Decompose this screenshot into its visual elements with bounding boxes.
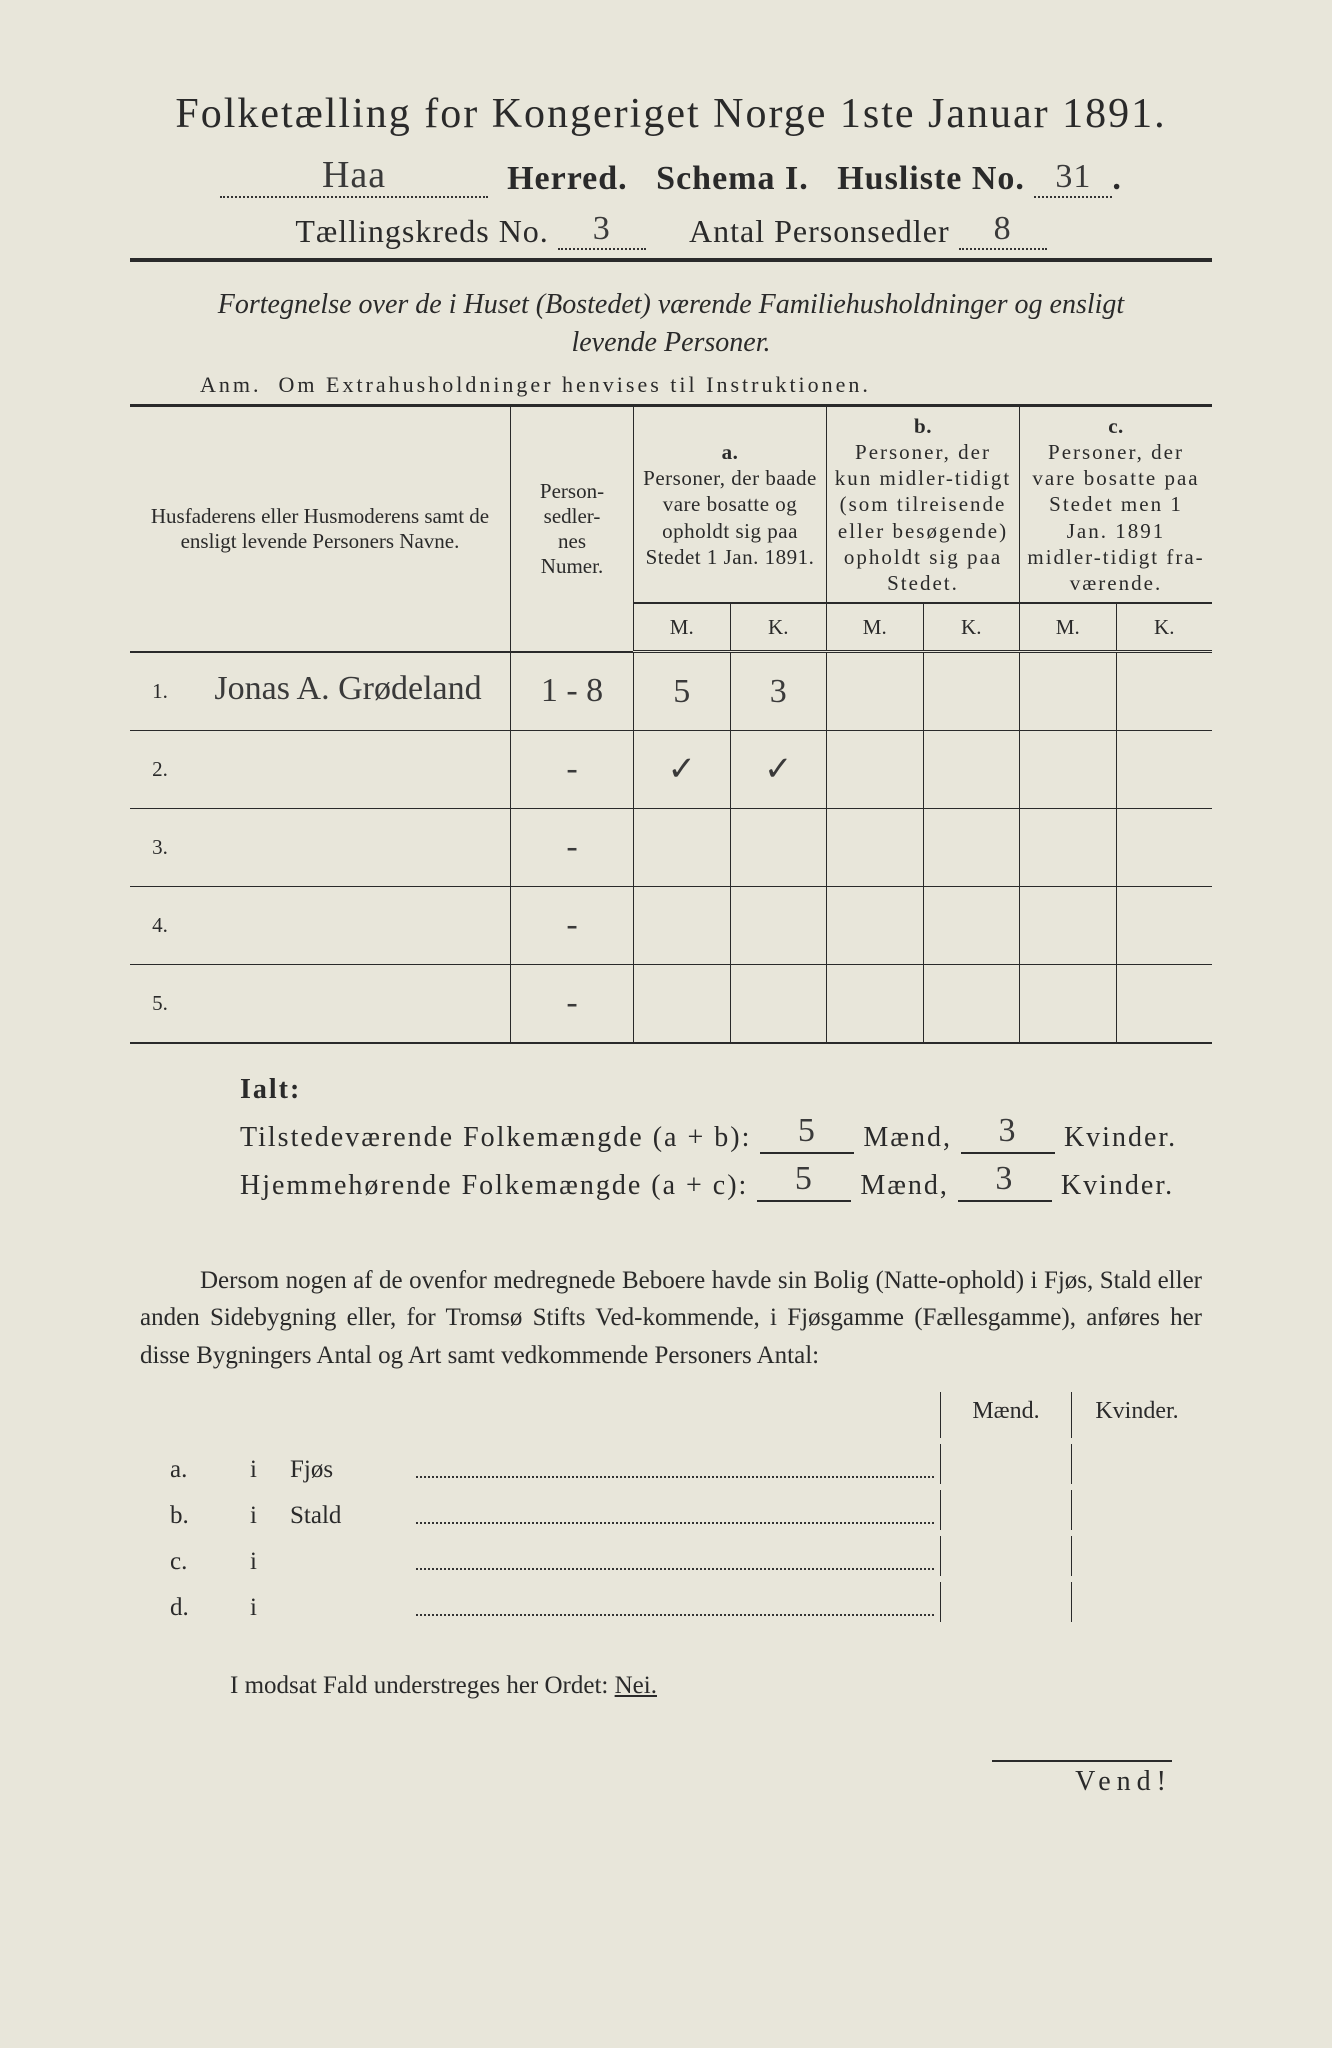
outb-head-k: Kvinder.	[1071, 1392, 1202, 1438]
col-c-k: K.	[1116, 603, 1212, 652]
main-table: Husfaderens eller Husmoderens samt de en…	[130, 407, 1212, 1042]
col-b-m: M.	[827, 603, 924, 652]
modsat-text: I modsat Fald understreges her Ordet:	[230, 1672, 615, 1699]
anm-line: Anm. Om Extrahusholdninger henvises til …	[200, 372, 1212, 398]
rule-1	[130, 258, 1212, 262]
census-form-page: Folketælling for Kongeriget Norge 1ste J…	[0, 0, 1332, 2048]
modsat-nei: Nei.	[615, 1672, 657, 1699]
schema-label: Schema I.	[656, 160, 809, 197]
maend-label-1: Mænd,	[863, 1122, 952, 1153]
header-line-2: Tællingskreds No. 3 Antal Personsedler 8	[130, 212, 1212, 250]
col-c-m: M.	[1020, 603, 1117, 652]
table-row: 4.-	[130, 886, 1212, 964]
kvinder-label-1: Kvinder.	[1064, 1122, 1177, 1153]
kreds-label: Tællingskreds No.	[295, 213, 548, 249]
vend-label: Vend!	[992, 1760, 1172, 1798]
antal-value: 8	[994, 212, 1012, 246]
outb-head-m: Mænd.	[940, 1392, 1071, 1438]
kreds-value: 3	[593, 212, 611, 246]
fortegnelse-heading: Fortegnelse over de i Huset (Bostedet) v…	[160, 286, 1182, 362]
table-row: 1.Jonas A. Grødeland1 - 853	[130, 652, 1212, 731]
outbuildings-block: Mænd. Kvinder. a.iFjøs b.iStald c.i d.i	[140, 1392, 1202, 1622]
col-a-text: Personer, der baade vare bosatte og opho…	[643, 466, 817, 569]
col-b-k: K.	[923, 603, 1020, 652]
col-c-text: Personer, der vare bosatte paa Stedet me…	[1027, 440, 1204, 595]
table-row: 2.-✓✓	[130, 730, 1212, 808]
ialt-label: Ialt:	[240, 1074, 301, 1105]
outbuildings-paragraph: Dersom nogen af de ovenfor medregnede Be…	[140, 1262, 1202, 1375]
present-k: 3	[998, 1112, 1017, 1150]
col-a-m: M.	[634, 603, 731, 652]
resident-m: 5	[795, 1160, 814, 1198]
present-m: 5	[798, 1112, 817, 1150]
maend-label-2: Mænd,	[860, 1170, 949, 1201]
kvinder-label-2: Kvinder.	[1061, 1170, 1174, 1201]
table-row: 5.-	[130, 964, 1212, 1042]
outbuilding-row: c.i	[140, 1536, 1202, 1576]
modsat-line: I modsat Fald understreges her Ordet: Ne…	[230, 1672, 1212, 1700]
resident-k: 3	[995, 1160, 1014, 1198]
outbuilding-row: a.iFjøs	[140, 1444, 1202, 1484]
herred-label: Herred.	[507, 160, 628, 197]
antal-label: Antal Personsedler	[689, 213, 950, 249]
col-a-k: K.	[730, 603, 827, 652]
col-a-head: a.	[722, 440, 739, 464]
anm-label: Anm.	[200, 372, 262, 397]
col-c-head: c.	[1108, 414, 1124, 438]
fortegnelse-line2: levende Personer.	[571, 327, 770, 358]
fortegnelse-line1: Fortegnelse over de i Huset (Bostedet) v…	[218, 289, 1124, 320]
outbuilding-row: d.i	[140, 1582, 1202, 1622]
header-line-1: Haa Herred. Schema I. Husliste No. 31 .	[130, 156, 1212, 198]
table-row: 3.-	[130, 808, 1212, 886]
col-name-header: Husfaderens eller Husmoderens samt de en…	[151, 504, 489, 553]
page-title: Folketælling for Kongeriget Norge 1ste J…	[130, 90, 1212, 138]
husliste-label: Husliste No.	[837, 160, 1025, 197]
col-b-text: Personer, der kun midler-tidigt (som til…	[835, 440, 1011, 595]
col-num-header: Person- sedler- nes Numer.	[540, 479, 604, 578]
present-label: Tilstedeværende Folkemængde (a + b):	[240, 1122, 751, 1153]
totals-block: Ialt: Tilstedeværende Folkemængde (a + b…	[240, 1074, 1212, 1202]
main-table-wrap: Husfaderens eller Husmoderens samt de en…	[130, 404, 1212, 1044]
anm-text: Om Extrahusholdninger henvises til Instr…	[279, 372, 871, 397]
herred-value: Haa	[322, 156, 386, 194]
outbuilding-row: b.iStald	[140, 1490, 1202, 1530]
resident-label: Hjemmehørende Folkemængde (a + c):	[240, 1170, 748, 1201]
husliste-value: 31	[1055, 160, 1091, 194]
col-b-head: b.	[914, 414, 932, 438]
